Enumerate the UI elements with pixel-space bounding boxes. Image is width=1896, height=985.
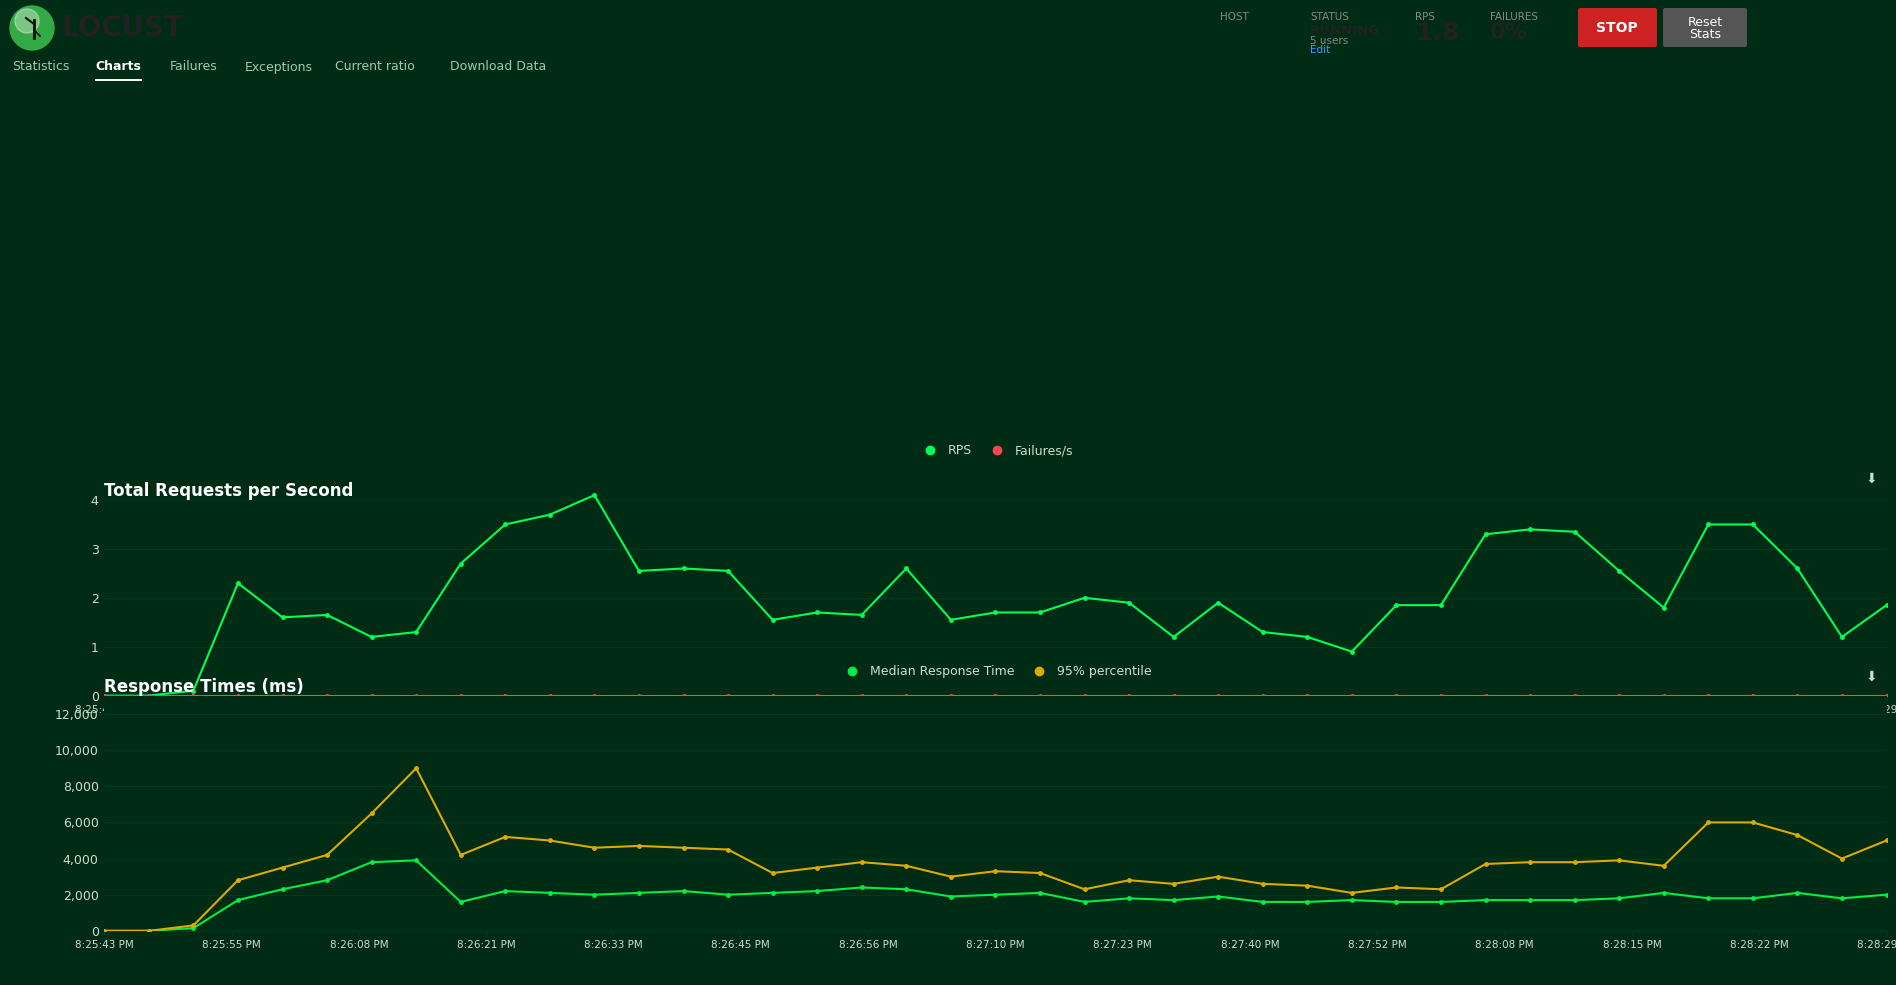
Circle shape <box>15 9 40 33</box>
Text: Stats: Stats <box>1689 29 1722 41</box>
FancyBboxPatch shape <box>1577 8 1657 47</box>
Legend: Median Response Time, 95% percentile: Median Response Time, 95% percentile <box>834 660 1157 683</box>
Text: STATUS: STATUS <box>1310 12 1348 22</box>
Text: Exceptions: Exceptions <box>245 60 313 74</box>
Text: Statistics: Statistics <box>11 60 70 74</box>
Legend: RPS, Failures/s: RPS, Failures/s <box>912 439 1079 462</box>
Text: ⬇: ⬇ <box>1866 472 1877 486</box>
FancyBboxPatch shape <box>1663 8 1746 47</box>
Text: Total Requests per Second: Total Requests per Second <box>104 482 355 500</box>
Text: Edit: Edit <box>1310 45 1331 55</box>
Text: 5 users: 5 users <box>1310 36 1348 46</box>
Text: Response Times (ms): Response Times (ms) <box>104 678 303 696</box>
Text: RPS: RPS <box>1414 12 1435 22</box>
Text: HOST: HOST <box>1219 12 1249 22</box>
Text: Charts: Charts <box>95 60 140 74</box>
Text: RUNNING: RUNNING <box>1310 25 1380 37</box>
Text: LOCUST: LOCUST <box>63 14 184 42</box>
Text: Failures: Failures <box>171 60 218 74</box>
Text: STOP: STOP <box>1596 21 1638 35</box>
Text: ⬇: ⬇ <box>1866 669 1877 684</box>
Text: Download Data: Download Data <box>449 60 546 74</box>
Text: 1.8: 1.8 <box>1414 21 1460 45</box>
Text: Current ratio: Current ratio <box>336 60 415 74</box>
Bar <box>95 79 142 81</box>
Text: FAILURES: FAILURES <box>1490 12 1538 22</box>
Text: 0%: 0% <box>1490 23 1528 43</box>
Circle shape <box>9 6 53 50</box>
Text: Reset: Reset <box>1687 17 1723 30</box>
